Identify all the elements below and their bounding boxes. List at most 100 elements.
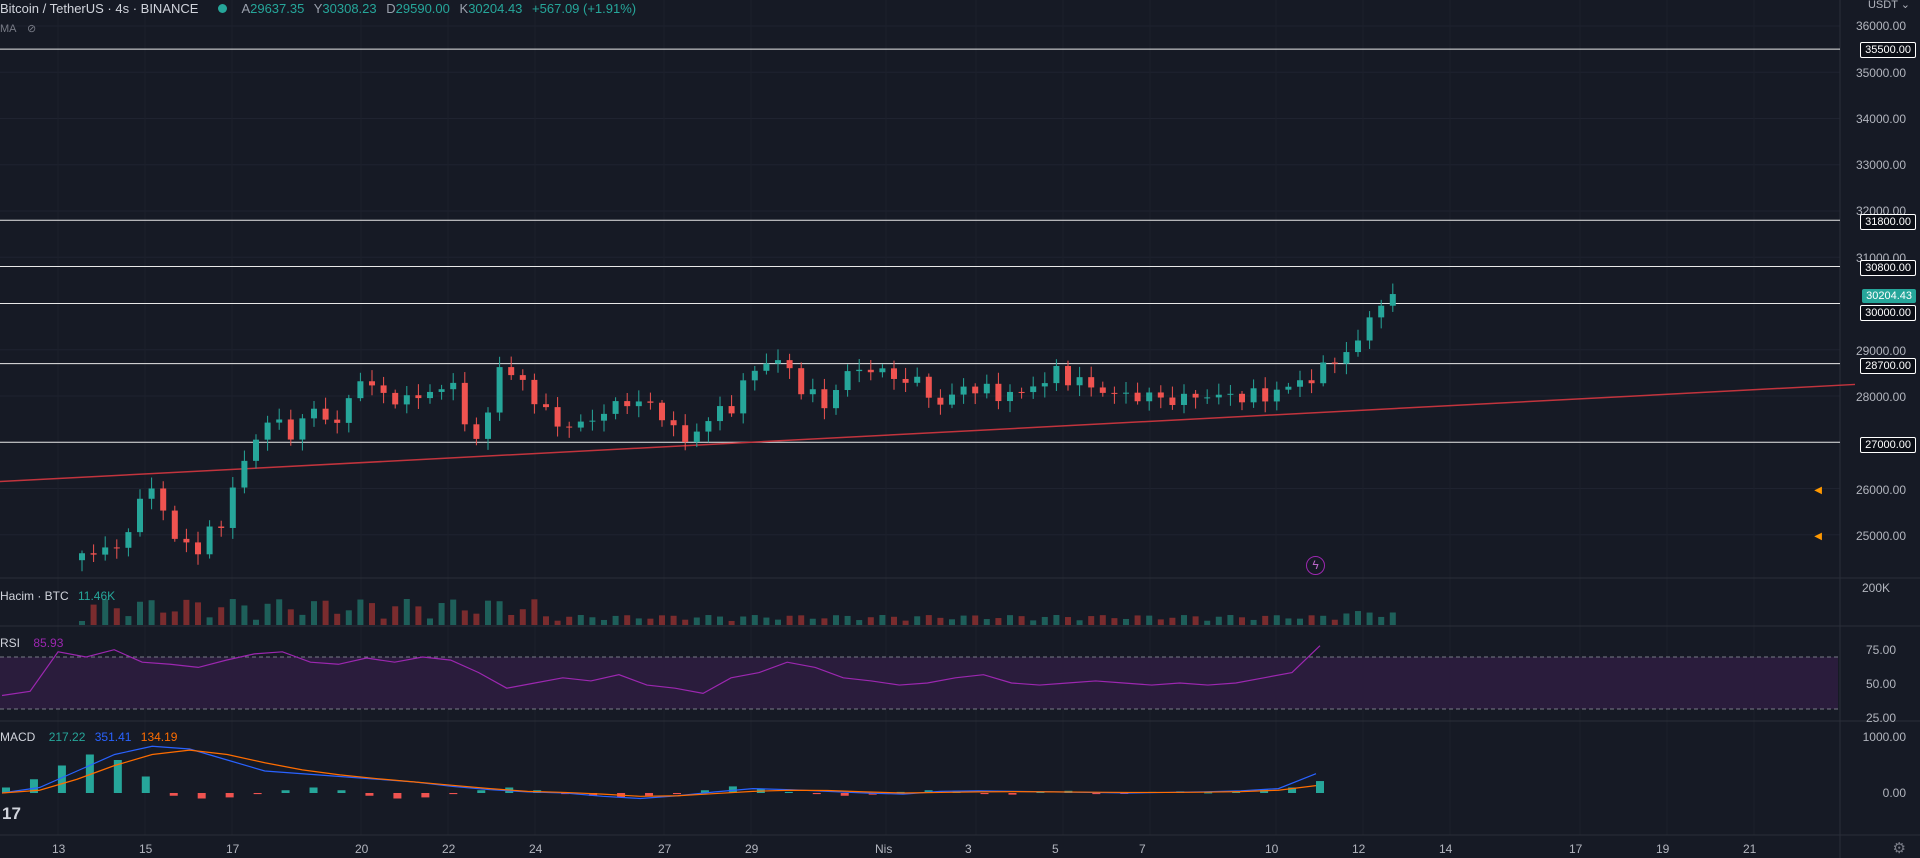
volume-bar [496, 601, 503, 625]
macd-histogram-bar [253, 793, 262, 795]
candle-body [751, 370, 758, 381]
high-value: 30308.23 [322, 0, 377, 16]
volume-bar [1041, 616, 1048, 625]
volume-bar [856, 620, 863, 625]
candle-body [415, 395, 422, 399]
level-label-27000[interactable]: 27000.00 [1860, 437, 1916, 453]
volume-bar [206, 617, 213, 625]
rsi-line [1, 645, 1321, 697]
alert-marker-icon[interactable]: ◀ [1814, 485, 1822, 496]
settings-gear-icon[interactable]: ⚙ [1892, 840, 1906, 857]
candle-body [589, 420, 596, 422]
candle-body [171, 510, 178, 539]
volume-bar [218, 607, 225, 625]
macd-histogram-bar [784, 791, 793, 793]
currency-selector[interactable]: USDT ⌄ [1867, 0, 1910, 11]
time-tick: 14 [1439, 842, 1453, 856]
candle-body [1041, 383, 1048, 387]
macd-histogram-bar [393, 793, 402, 799]
macd-legend[interactable]: MACD 217.22 351.41 134.19 [0, 730, 177, 744]
volume-bar [473, 613, 480, 625]
macd-histogram-bar [700, 790, 709, 793]
volume-bar [1227, 615, 1234, 625]
volume-bar [1215, 616, 1222, 625]
macd-value: 217.22 [48, 730, 86, 744]
rsi-value: 85.93 [33, 636, 64, 650]
volume-bar [287, 609, 294, 625]
volume-value: 11.46K [78, 589, 116, 603]
volume-bar [728, 620, 735, 625]
volume-bar [519, 609, 526, 625]
volume-bar [171, 611, 178, 625]
candle-body [1343, 352, 1350, 364]
candle-body [403, 395, 410, 405]
alert-marker-icon[interactable]: ◀ [1814, 531, 1822, 542]
volume-bar [659, 615, 665, 625]
lightning-icon[interactable]: ϟ [1306, 556, 1325, 575]
volume-bar [90, 604, 97, 625]
volume-bar [1088, 616, 1095, 625]
candle-body [1215, 394, 1222, 398]
candle-body [995, 383, 1002, 402]
symbol-title[interactable]: Bitcoin / TetherUS · 4s · BINANCE [0, 0, 199, 16]
volume-bar [1320, 615, 1327, 625]
rsi-axis-tick: 75.00 [1865, 643, 1896, 657]
candle-body [543, 404, 549, 408]
volume-bar [844, 615, 851, 625]
candle-body [844, 371, 851, 391]
rsi-legend[interactable]: RSI 85.93 [0, 636, 63, 650]
candle-body [160, 488, 167, 511]
volume-bar [1331, 619, 1338, 625]
macd-histogram-bar [589, 793, 598, 796]
candle-body [670, 420, 677, 426]
macd-histogram-bar [141, 776, 150, 793]
level-label-30800[interactable]: 30800.00 [1860, 260, 1916, 276]
tradingview-logo[interactable]: 17 [2, 804, 21, 823]
volume-bar [914, 616, 921, 625]
volume-bar [322, 600, 329, 625]
signal-line [1, 749, 1317, 797]
macd-histogram-bar [812, 793, 821, 795]
time-tick: 29 [745, 842, 759, 856]
level-label-28700[interactable]: 28700.00 [1860, 358, 1916, 374]
volume-bar [740, 616, 747, 625]
low-value: 29590.00 [395, 0, 450, 16]
candle-body [682, 425, 689, 443]
volume-bar [1250, 619, 1257, 625]
volume-bar [299, 614, 306, 625]
volume-bar [1065, 617, 1071, 625]
volume-bar [102, 599, 109, 625]
candle-body [1239, 393, 1245, 403]
candle-body [798, 368, 805, 395]
close-value: 30204.43 [468, 0, 523, 16]
candle-body [879, 368, 886, 373]
time-tick: 17 [226, 842, 240, 856]
volume-bar [1146, 615, 1153, 625]
volume-bar [717, 616, 723, 625]
candle-body [1053, 365, 1060, 384]
candle-body [1169, 397, 1176, 405]
volume-bar [693, 617, 700, 625]
volume-bar [1297, 618, 1303, 625]
open-value: 29637.35 [250, 0, 305, 16]
candle-body [1273, 389, 1280, 402]
macd-line [1, 745, 1317, 800]
volume-bar [891, 616, 897, 625]
candle-body [1181, 393, 1187, 405]
ma-indicator-label[interactable]: MA ⊘ [0, 22, 36, 35]
time-tick: 24 [529, 842, 543, 856]
macd-histogram-bar [365, 793, 374, 796]
candle-body [925, 376, 932, 398]
eye-hidden-icon[interactable]: ⊘ [26, 23, 37, 35]
level-label-31800[interactable]: 31800.00 [1860, 214, 1916, 230]
macd-histogram-bar [1316, 781, 1324, 793]
volume-bar [183, 599, 190, 625]
level-label-30000[interactable]: 30000.00 [1860, 305, 1916, 321]
candle-body [891, 368, 897, 379]
candle-body [1297, 380, 1303, 387]
level-label-35500[interactable]: 35500.00 [1860, 42, 1916, 58]
volume-legend[interactable]: Hacim · BTC 11.46K [0, 589, 115, 603]
macd-histogram-bar [225, 793, 234, 798]
volume-bar [554, 620, 561, 625]
